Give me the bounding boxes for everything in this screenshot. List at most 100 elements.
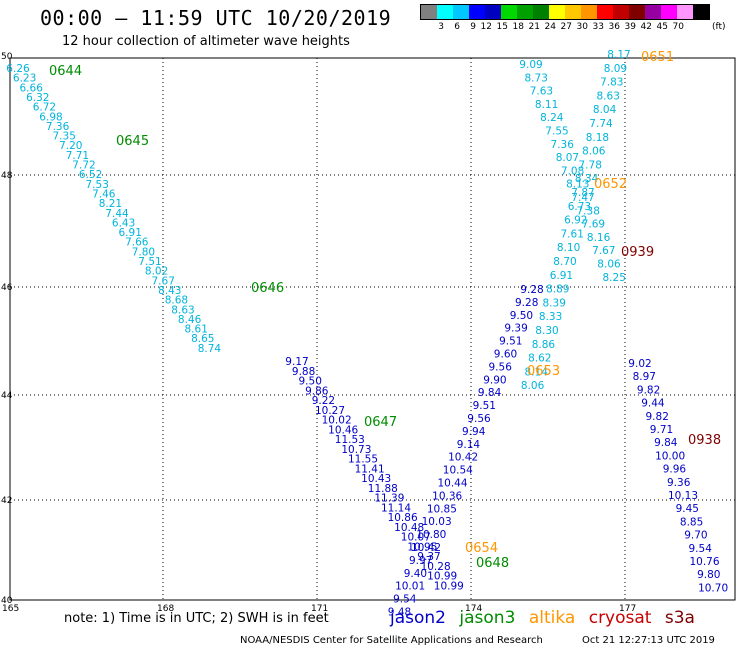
legend-label: 18 [512,22,524,32]
swh-value: 10.99 [427,571,457,583]
swh-value: 8.18 [586,132,609,144]
legend-swatch [549,5,565,19]
sat-altika: altika [528,608,576,628]
swh-value: 9.50 [510,310,533,322]
swh-value: 9.39 [504,323,527,335]
legend-swatch [501,5,517,19]
swh-value: 10.95 [407,541,437,553]
swh-value: 9.28 [520,284,543,296]
swh-value: 11.88 [368,483,398,495]
swh-value: 8.85 [680,516,703,528]
y-tick-label: 42 [1,496,12,506]
swh-value: 10.85 [427,503,457,515]
swh-value: 9.50 [299,376,322,388]
swh-value: 10.42 [448,452,478,464]
timestamp: Oct 21 12:27:13 UTC 2019 [582,635,715,646]
swh-value: 6.92 [564,215,587,227]
pass-time-label: 0645 [116,134,149,149]
swh-value: 8.02 [145,266,168,278]
legend-label: 39 [624,22,636,32]
legend-swatch [485,5,501,19]
legend-swatch [565,5,581,19]
swh-value: 6.98 [39,111,62,123]
swh-value: 6.66 [20,82,44,94]
swh-value: 9.44 [641,398,665,410]
color-legend: 3 6 9 12 15 18 21 24 27 30 33 36 39 42 45 70 (ft) [420,4,726,32]
swh-value: 10.54 [443,465,473,477]
swh-value: 10.03 [422,516,452,528]
swh-value: 6.91 [550,270,573,282]
swh-value: 7.36 [46,121,70,133]
swh-value: 9.02 [628,358,651,370]
swh-value: 7.47 [571,192,594,204]
swh-value: 8.07 [556,152,579,164]
sat-cryosat: cryosat [588,608,652,628]
swh-value: 8.62 [528,353,551,365]
pass-time-label: 0651 [641,50,674,65]
swh-value: 9.94 [462,426,486,438]
swh-value: 6.26 [6,63,30,75]
swh-value: 10.28 [421,561,451,573]
sat-jason2: jason2 [390,608,446,628]
swh-value: 8.65 [191,333,214,345]
swh-value: 7.51 [138,256,161,268]
swh-value: 7.20 [59,140,82,152]
swh-value: 8.63 [171,304,194,316]
swh-value: 10.27 [315,405,345,417]
legend-label: 70 [672,22,684,32]
pass-time-label: 0654 [465,541,498,556]
legend-label: 9 [470,22,476,32]
legend-label: 21 [528,22,540,32]
x-tick-label: 171 [311,604,328,614]
y-tick-label: 44 [1,391,13,401]
swh-value: 7.63 [530,86,553,98]
swh-value: 9.70 [684,530,707,542]
map-frame [9,57,736,601]
swh-value: 8.06 [582,146,606,158]
swh-value: 10.00 [655,450,685,462]
swh-value: 8.21 [99,198,122,210]
swh-value: 9.97 [409,555,432,567]
swh-value: 6.32 [26,92,49,104]
swh-value: 7.44 [105,208,129,220]
swh-value: 6.52 [79,169,102,181]
swh-value: 8.13 [566,179,589,191]
swh-value: 9.96 [663,464,687,476]
swh-value: 10.48 [394,522,424,534]
pass-time-label: 0646 [251,281,284,296]
swh-value: 8.16 [587,232,611,244]
swh-value: 8.04 [593,104,617,116]
swh-value: 6.91 [119,227,142,239]
swh-value: 7.46 [92,188,116,200]
swh-value: 7.08 [561,165,584,177]
pass-time-label: 0653 [527,364,560,379]
swh-value: 8.17 [607,49,630,61]
swh-value: 9.88 [292,366,315,378]
legend-swatch [661,5,677,19]
y-tick-label: 40 [1,596,13,606]
legend-swatch [581,5,597,19]
swh-value: 7.71 [66,150,89,162]
x-tick-label: 177 [619,604,636,614]
swh-value: 6.23 [13,73,36,85]
swh-value: 7.74 [589,118,613,130]
swh-value: 6.72 [33,102,56,114]
swh-value: 7.38 [577,205,600,217]
swh-value: 9.17 [285,356,308,368]
swh-value: 9.90 [483,374,506,386]
y-tick-label: 50 [1,52,13,62]
swh-value: 8.73 [525,72,548,84]
legend-label: 27 [560,22,572,32]
page-subtitle: 12 hour collection of altimeter wave hei… [62,34,350,49]
legend-label: 45 [656,22,668,32]
swh-value: 7.53 [86,179,109,191]
legend-swatch [645,5,661,19]
swh-value: 10.44 [437,478,467,490]
swh-value: 7.36 [551,139,575,151]
y-tick-label: 46 [1,283,13,293]
x-tick-label: 165 [2,604,19,614]
legend-swatch [453,5,469,19]
swh-value: 8.70 [553,256,576,268]
pass-time-label: 0648 [476,556,509,571]
